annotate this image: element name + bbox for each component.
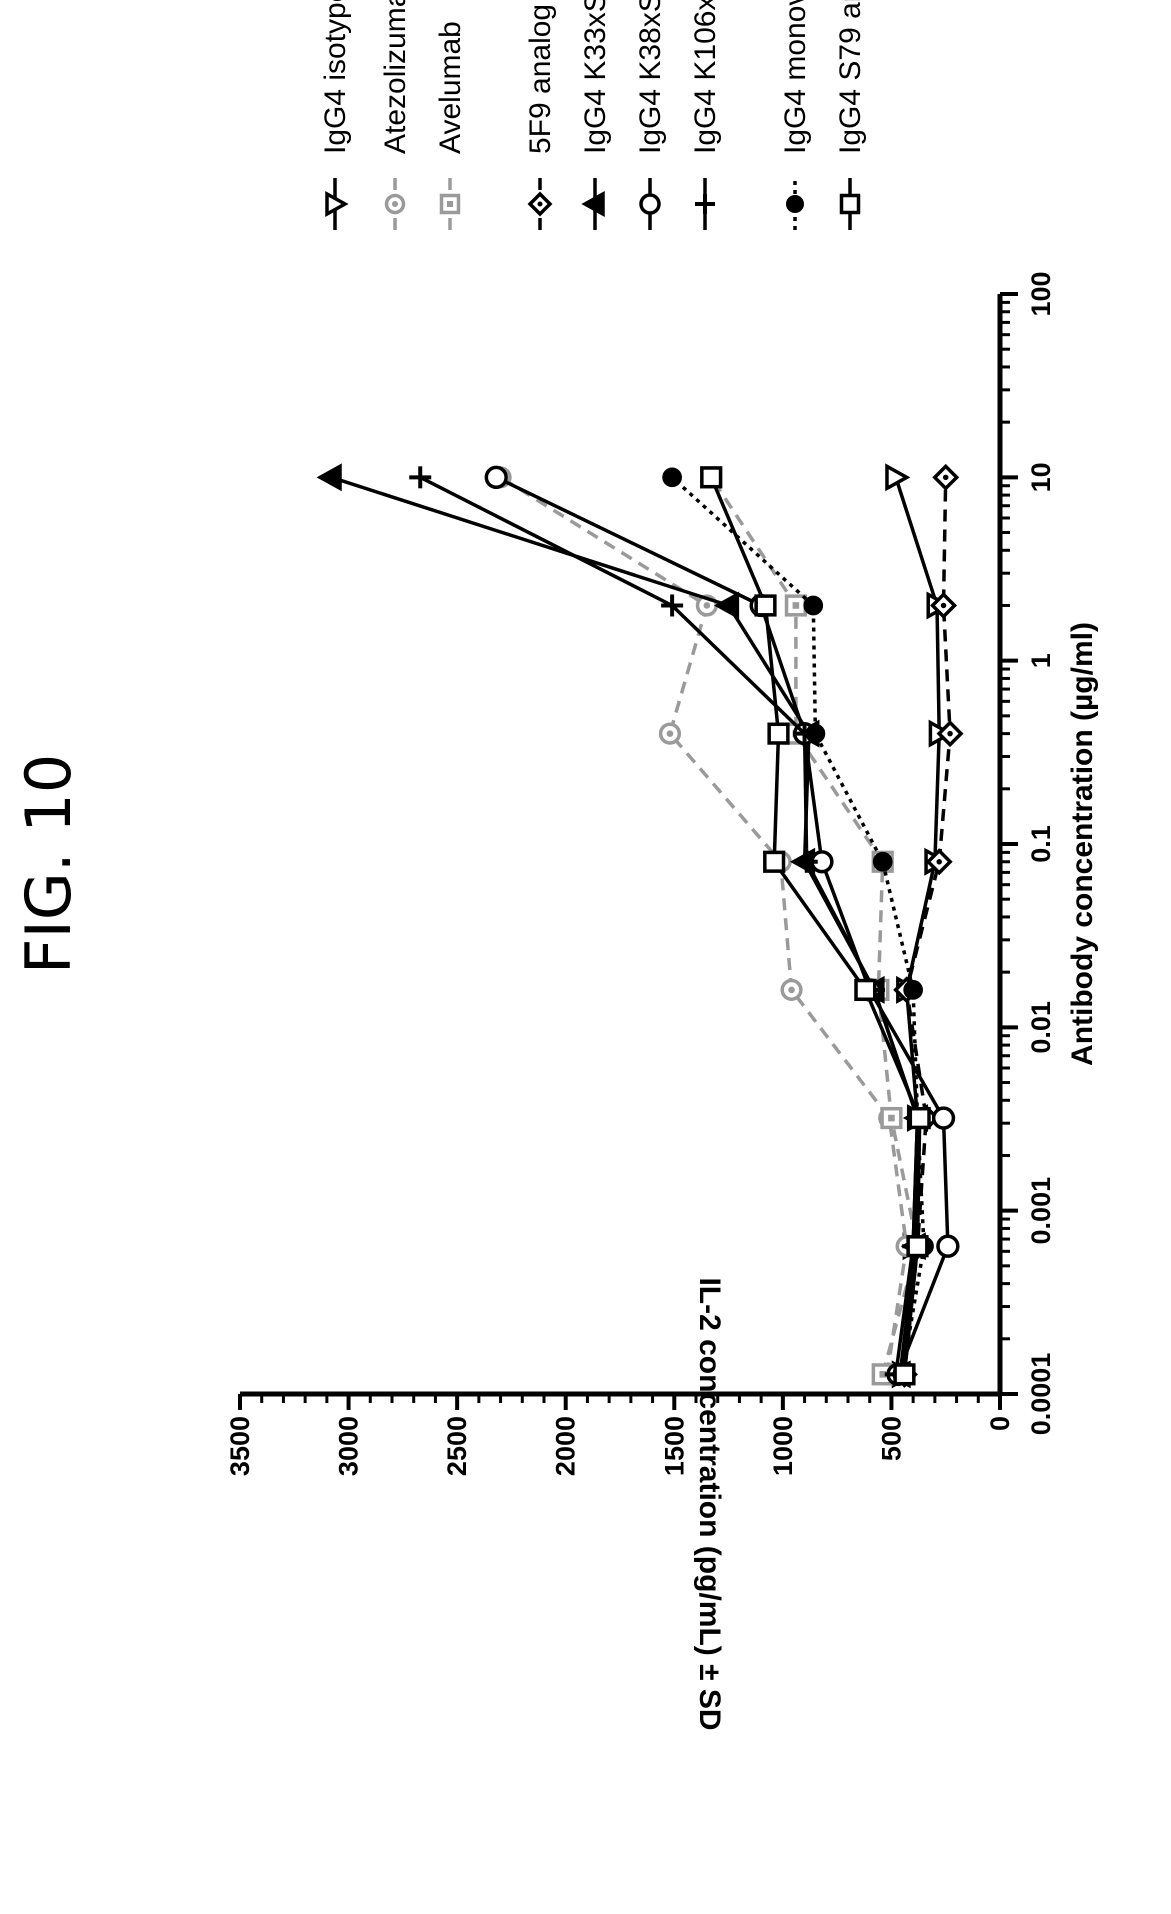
data-point	[885, 463, 911, 492]
data-point	[936, 1234, 960, 1258]
data-point	[880, 1106, 903, 1130]
legend-marker	[581, 191, 605, 217]
legend-marker	[639, 193, 661, 215]
legend-marker	[695, 194, 715, 214]
data-point	[662, 467, 682, 488]
legend-marker	[439, 193, 461, 215]
data-point	[484, 465, 508, 489]
y-tick-label: 2000	[551, 1416, 581, 1476]
series-line-3	[709, 476, 920, 1375]
x-tick-label: 10	[1026, 462, 1056, 492]
legend-marker	[325, 191, 349, 217]
data-point	[908, 1106, 931, 1130]
legend-label: IgG4 isotype control	[319, 0, 352, 154]
data-point	[936, 720, 964, 748]
data-point	[795, 850, 818, 873]
y-axis-label: IL-2 concentration (pg/mL) ± SD	[693, 1277, 726, 1730]
data-point	[713, 591, 740, 620]
x-tick-label: 0.001	[1026, 1177, 1056, 1245]
legend-marker	[384, 193, 406, 215]
data-point	[893, 1363, 916, 1386]
y-tick-label: 3000	[334, 1416, 364, 1476]
data-point	[661, 594, 684, 617]
y-tick-label: 1000	[768, 1416, 798, 1476]
series-line-7	[419, 475, 920, 1375]
x-tick-label: 0.1	[1026, 825, 1056, 863]
data-point	[854, 978, 877, 1002]
data-point	[903, 980, 923, 1000]
x-tick-label: 100	[1026, 271, 1056, 316]
legend-label: IgG4 monovalent PD-L1 control S79	[779, 0, 812, 154]
legend-label: Atezolizumab	[379, 0, 412, 154]
x-tick-label: 1	[1026, 653, 1056, 668]
legend-label: Avelumab	[434, 21, 467, 154]
data-point	[784, 594, 807, 617]
x-axis-label: Antibody concentration (µg/ml)	[1066, 622, 1099, 1066]
series-line-5	[330, 475, 920, 1375]
legend: IgG4 isotype control Atezolizumab Avelumab…	[319, 0, 867, 230]
data-point	[409, 466, 432, 489]
legend-label: 5F9 analog	[524, 4, 557, 154]
data-point	[767, 722, 790, 745]
y-tick-label: 0	[985, 1416, 1015, 1431]
data-point	[780, 978, 803, 1002]
legend-label: IgG4 S79 anti-PD-L1 mAb	[834, 0, 867, 154]
x-tick-label: 0.01	[1026, 1001, 1056, 1054]
y-tick-label: 2500	[442, 1416, 472, 1476]
y-tick-label: 500	[876, 1416, 906, 1461]
data-point	[931, 1106, 956, 1130]
y-tick-label: 3500	[225, 1416, 255, 1476]
series-line-6	[495, 475, 950, 1375]
legend-marker	[786, 195, 804, 213]
legend-marker	[527, 191, 553, 217]
data-point	[805, 723, 826, 744]
data-point	[754, 594, 777, 617]
figure-title: FIG. 10	[12, 754, 85, 974]
series-line-9	[709, 476, 922, 1375]
plot-area: 0 500 1000 1500 2000 2500 3000 3500 0.0001 0.001 0…	[225, 271, 1099, 1730]
data-point	[316, 463, 342, 492]
legend-marker	[839, 193, 861, 215]
legend-label: IgG4 K33xS79 bsAb	[579, 0, 612, 154]
series-line-8	[670, 476, 926, 1375]
data-point	[930, 592, 958, 619]
data-point	[872, 851, 893, 872]
data-point	[763, 850, 786, 873]
y-tick-label: 1500	[659, 1416, 689, 1476]
data-point	[932, 463, 960, 491]
data-point	[658, 722, 682, 745]
rotated-figure: FIG. 10 0 500 1000 1500 2000 2500 3000 3500 0.00…	[12, 0, 1099, 1731]
data-point	[925, 848, 953, 876]
series-line-2	[499, 475, 909, 1375]
data-point	[803, 595, 824, 616]
legend-label: IgG4 K106xS79 bsAb	[689, 0, 722, 154]
data-point	[906, 1235, 929, 1258]
legend-label: IgG4 K38xS79 bsAb	[634, 0, 667, 154]
data-point	[700, 466, 723, 489]
x-tick-label: 0.0001	[1026, 1353, 1056, 1436]
